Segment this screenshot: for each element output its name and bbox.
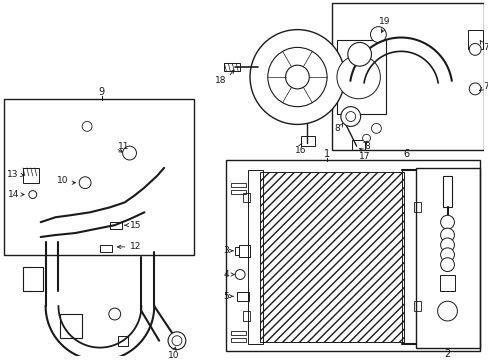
Text: 10: 10 — [57, 176, 68, 185]
Circle shape — [168, 332, 185, 350]
Bar — [23, 267, 42, 291]
Bar — [243, 311, 249, 321]
Bar — [231, 190, 245, 194]
Bar — [110, 222, 122, 229]
Bar — [239, 245, 249, 257]
Bar — [336, 40, 386, 113]
Circle shape — [249, 30, 344, 125]
Bar — [247, 170, 263, 344]
Text: 3: 3 — [223, 246, 229, 255]
Bar — [415, 168, 479, 348]
Text: 8: 8 — [333, 124, 339, 133]
Bar — [301, 136, 315, 146]
Circle shape — [370, 27, 386, 42]
Bar — [401, 170, 415, 344]
Bar — [4, 99, 193, 255]
Bar — [331, 3, 483, 150]
Bar — [23, 168, 39, 183]
Text: 10: 10 — [168, 351, 180, 360]
Bar — [226, 160, 479, 351]
Text: 6: 6 — [402, 149, 408, 159]
Text: 15: 15 — [129, 221, 141, 230]
Circle shape — [437, 301, 456, 321]
Text: 19: 19 — [378, 17, 389, 26]
Circle shape — [440, 248, 453, 262]
Bar — [61, 314, 82, 338]
Circle shape — [267, 48, 326, 107]
Bar — [118, 336, 127, 346]
Bar — [413, 301, 420, 311]
Circle shape — [109, 308, 121, 320]
Circle shape — [362, 134, 370, 142]
Circle shape — [172, 336, 182, 346]
Bar — [413, 202, 420, 212]
Bar — [100, 245, 112, 252]
Text: 5: 5 — [223, 292, 229, 301]
Circle shape — [336, 55, 380, 99]
Text: 8: 8 — [364, 141, 369, 150]
Text: 18: 18 — [214, 76, 226, 85]
Bar — [237, 292, 248, 301]
Circle shape — [29, 190, 37, 198]
Circle shape — [347, 42, 371, 66]
Bar — [224, 63, 240, 71]
Circle shape — [82, 121, 92, 131]
Text: 7: 7 — [482, 82, 488, 91]
Text: 13: 13 — [7, 170, 19, 179]
Circle shape — [122, 146, 136, 160]
Bar — [235, 247, 239, 255]
Bar — [468, 30, 482, 49]
Text: 1: 1 — [324, 149, 329, 159]
Circle shape — [440, 215, 453, 229]
Circle shape — [468, 44, 480, 55]
Circle shape — [285, 65, 308, 89]
Circle shape — [235, 270, 244, 279]
Text: 11: 11 — [118, 141, 129, 150]
Text: 4: 4 — [223, 270, 229, 279]
Text: 2: 2 — [444, 348, 450, 359]
Text: 7: 7 — [482, 43, 488, 52]
Circle shape — [79, 177, 91, 189]
Bar — [231, 183, 245, 186]
Bar — [442, 176, 451, 207]
Text: 14: 14 — [7, 190, 19, 199]
Text: 12: 12 — [129, 242, 141, 251]
Circle shape — [440, 238, 453, 252]
Circle shape — [371, 123, 381, 133]
Circle shape — [468, 83, 480, 95]
Circle shape — [345, 112, 355, 121]
Text: 9: 9 — [99, 87, 105, 97]
Circle shape — [440, 258, 453, 271]
Circle shape — [340, 107, 360, 126]
Bar — [439, 275, 454, 291]
Circle shape — [440, 228, 453, 242]
Bar — [259, 172, 403, 342]
Text: 16: 16 — [294, 145, 305, 154]
Bar — [243, 193, 249, 202]
Bar — [231, 338, 245, 342]
Bar — [351, 140, 364, 150]
Text: 17: 17 — [358, 152, 369, 161]
Bar — [231, 331, 245, 335]
